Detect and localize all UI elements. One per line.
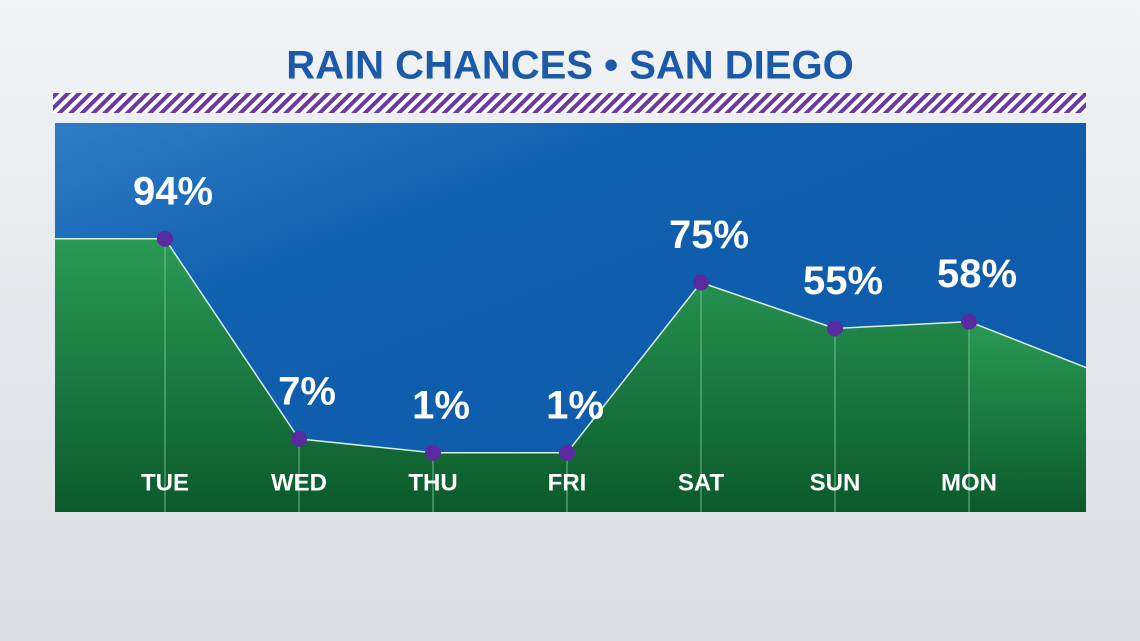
area <box>165 238 969 512</box>
point <box>961 313 977 330</box>
plot-area <box>55 230 1086 512</box>
point <box>693 274 709 291</box>
area-edge <box>969 321 1086 512</box>
x-tick-label: WED <box>271 469 327 496</box>
value-label: 1% <box>546 383 604 427</box>
point <box>559 444 575 461</box>
x-tick-label: FRI <box>548 469 587 496</box>
point <box>827 320 843 337</box>
point <box>157 230 173 247</box>
x-tick-label: TUE <box>141 469 189 496</box>
area-edge <box>55 238 165 512</box>
x-tick-label: SAT <box>678 469 725 496</box>
edge-line <box>968 320 1086 369</box>
value-label: 58% <box>937 252 1017 296</box>
point <box>425 444 441 461</box>
divider-band <box>53 93 1086 113</box>
value-label: 55% <box>803 259 883 303</box>
value-label: 94% <box>133 169 213 213</box>
x-tick-label: MON <box>941 469 997 496</box>
x-tick-label: THU <box>408 469 457 496</box>
value-label: 7% <box>278 369 336 413</box>
value-label: 1% <box>412 383 470 427</box>
chart-title: RAIN CHANCES • SAN DIEGO <box>286 44 853 88</box>
value-label: 75% <box>669 213 749 257</box>
point <box>291 430 307 447</box>
x-tick-label: SUN <box>810 469 861 496</box>
